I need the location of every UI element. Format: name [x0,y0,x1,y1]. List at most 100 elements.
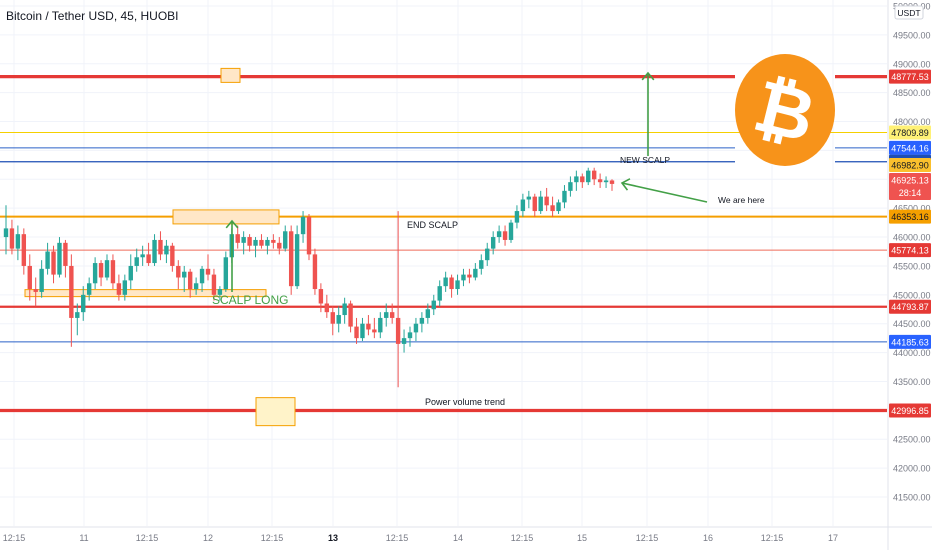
candle-body [288,231,294,287]
candle-body [81,294,86,313]
candle-body [431,300,436,310]
candle-body [283,231,288,249]
new-scalp-arrow-head [641,71,655,81]
currency-label: USDT [897,8,920,18]
time-tick-label: 11 [79,533,88,543]
level-45774-tag-label: 45774.13 [891,246,929,256]
time-tick-label: 12:15 [636,533,659,543]
candle-body [122,280,128,295]
candle-body [140,254,145,258]
zone-top [220,67,241,83]
time-tick-label: 12:15 [511,533,534,543]
scalp-long-label: SCALP LONG [212,293,288,307]
new-scalp-label: NEW SCALP [620,155,670,165]
price-tick-label: 49500.00 [893,30,931,40]
candle-body [187,271,193,290]
level-42996-tag[interactable] [889,403,931,418]
candle-body [294,234,300,287]
level-44793-tag-label: 44793.87 [891,302,929,312]
candle-body [69,265,74,318]
price-tick-label: 46000.00 [893,233,931,243]
time-tick-label: 13 [328,533,338,543]
level-44185-tag[interactable] [889,334,931,349]
bitcoin-logo-icon [735,54,835,166]
candle-body [3,228,9,238]
price-tick-label: 45000.00 [893,290,931,300]
candle-body [425,309,431,318]
candle-body [360,323,365,339]
currency-tag[interactable] [894,5,924,20]
candle-body [217,289,223,295]
candle-body [485,248,490,261]
candle-body [348,303,353,327]
candle-body [597,179,603,183]
candle-body [532,196,537,212]
candle-body [609,180,615,184]
candle-body [312,254,318,290]
candle-body [241,237,246,243]
candle-body [372,329,377,333]
candle-body [45,251,50,269]
time-tick-label: 17 [828,533,838,543]
candle-body [21,234,27,266]
candle-body [51,251,56,275]
candle-body [92,263,98,284]
price-tick-label: 44500.00 [893,319,931,329]
candle-body [514,211,520,223]
price-tick-label: 48500.00 [893,88,931,98]
candle-body [104,260,110,278]
last-price-tag[interactable] [889,173,931,200]
price-tick-label: 41500.00 [893,493,931,503]
candle-body [235,234,240,243]
zone-power-volume [255,397,296,427]
candle-body [116,283,122,295]
candle-body [538,196,543,212]
candle-body [544,196,549,206]
level-46353-tag[interactable] [889,209,931,224]
candle-body [574,176,579,183]
candle-body [39,268,44,292]
we-are-here-label: We are here [718,195,765,205]
level-45774-tag[interactable] [889,243,931,258]
level-48777-tag[interactable] [889,69,931,84]
candle-body [508,222,514,240]
candle-body [520,199,526,212]
level-46982-tag[interactable] [889,158,931,172]
time-tick-label: 12:15 [386,533,409,543]
level-48777-tag-label: 48777.53 [891,72,929,82]
time-tick-label: 12:15 [761,533,784,543]
power-volume-label: Power volume trend [425,397,505,407]
candle-body [502,231,508,240]
candle-body [586,170,591,183]
candle-body [550,205,555,212]
candle-body [271,239,276,243]
level-47544-tag[interactable] [889,140,931,155]
candle-body [27,265,32,290]
time-tick-label: 15 [577,533,587,543]
we-are-here-arrow-head [620,178,631,191]
price-tick-label: 42500.00 [893,435,931,445]
price-tick-label: 42000.00 [893,464,931,474]
time-tick-label: 12:15 [136,533,159,543]
last-price-label: 46925.13 [891,176,929,186]
level-46982-tag-label: 46982.90 [891,161,929,171]
candle-body [401,338,407,344]
level-47809-tag[interactable] [889,125,931,140]
candle-body [580,176,585,183]
candle-body [461,274,466,281]
candle-body [318,289,324,304]
candle-body [223,257,229,290]
we-are-here-arrow [621,182,708,203]
candle-body [259,239,264,246]
candle-body [336,315,341,324]
level-44185-tag-label: 44185.63 [891,337,929,347]
candle-body [146,254,151,264]
candle-body [86,283,92,295]
candle-body [33,289,38,292]
candle-body [176,265,181,278]
candle-body [75,312,80,318]
candle-body [330,312,335,324]
level-44793-tag[interactable] [889,299,931,314]
